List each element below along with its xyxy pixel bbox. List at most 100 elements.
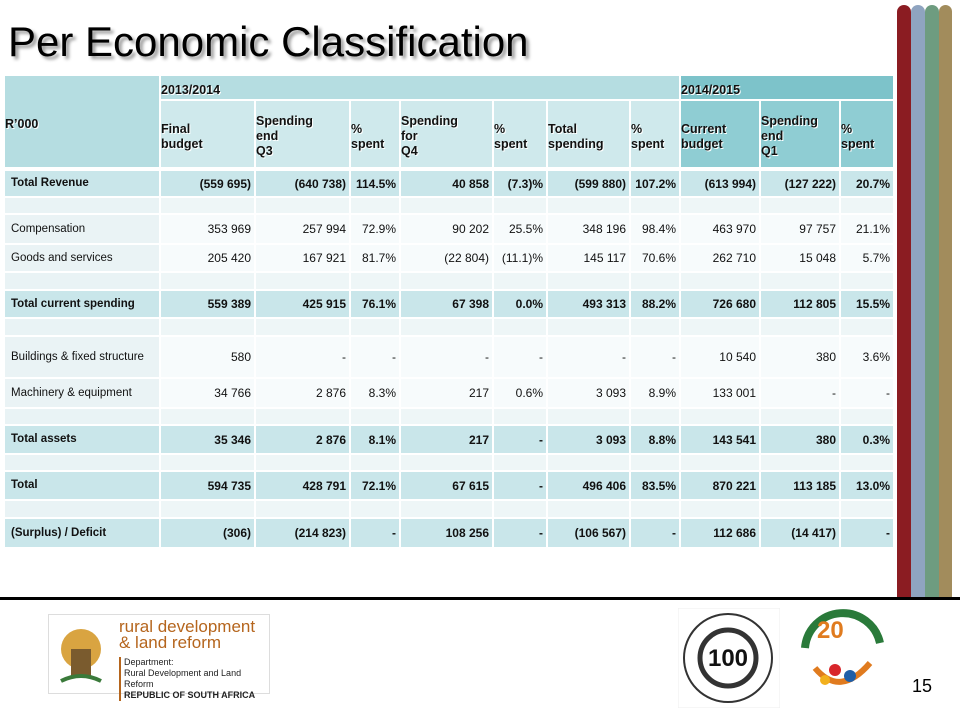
spacer-cell <box>160 197 255 214</box>
cell: - <box>255 336 350 378</box>
header-line: % <box>631 121 643 136</box>
spacer-cell <box>760 272 840 290</box>
header-line: Spending <box>401 114 458 128</box>
cell: 88.2% <box>630 290 680 318</box>
spacer-cell <box>400 272 493 290</box>
cell: 72.9% <box>350 214 400 244</box>
spacer-cell <box>255 500 350 518</box>
group-header: 2013/2014 <box>160 75 680 100</box>
header-line: spent <box>841 136 875 151</box>
column-header: Final budget <box>160 100 255 168</box>
spacer-cell <box>630 272 680 290</box>
spacer-cell <box>493 408 547 425</box>
spacer-cell <box>547 454 630 471</box>
cell: 112 805 <box>760 290 840 318</box>
cell: 353 969 <box>160 214 255 244</box>
column-header: % spent <box>630 100 680 168</box>
header-line: % <box>494 121 506 136</box>
freedom-logo: 20 <box>801 609 884 685</box>
cell: - <box>840 378 894 408</box>
cell: (613 994) <box>680 170 760 197</box>
spacer-cell <box>840 272 894 290</box>
spacer-cell <box>255 454 350 471</box>
cell: (306) <box>160 518 255 548</box>
cell: 262 710 <box>680 244 760 272</box>
header-line: spent <box>631 136 665 151</box>
spacer-cell <box>493 197 547 214</box>
cell: - <box>350 336 400 378</box>
header-line: for <box>401 129 418 143</box>
header-line: Q4 <box>401 144 418 158</box>
spacer-cell <box>4 272 160 290</box>
spacer-cell <box>255 197 350 214</box>
cell: 463 970 <box>680 214 760 244</box>
stripe <box>911 5 925 597</box>
spacer-cell <box>350 500 400 518</box>
spacer-cell <box>840 500 894 518</box>
stripe <box>897 5 911 597</box>
spacer-cell <box>350 408 400 425</box>
header-line: Spending <box>256 114 313 128</box>
logo-line: rural development <box>119 617 256 636</box>
spacer-cell <box>760 318 840 336</box>
cell: 5.7% <box>840 244 894 272</box>
cell: 143 541 <box>680 425 760 454</box>
cell: - <box>630 518 680 548</box>
spacer-cell <box>547 272 630 290</box>
row-label: Total assets <box>4 425 160 454</box>
cell: 15.5% <box>840 290 894 318</box>
cell: (14 417) <box>760 518 840 548</box>
cell: 112 686 <box>680 518 760 548</box>
cell: 76.1% <box>350 290 400 318</box>
dept-line: Rural Development and Land Reform <box>124 668 242 689</box>
dept-line: REPUBLIC OF SOUTH AFRICA <box>124 690 256 700</box>
spacer-cell <box>4 197 160 214</box>
cell: 348 196 <box>547 214 630 244</box>
spacer-cell <box>630 408 680 425</box>
spacer-cell <box>350 318 400 336</box>
cell: (22 804) <box>400 244 493 272</box>
spacer-cell <box>493 272 547 290</box>
spacer-cell <box>350 272 400 290</box>
page-number: 15 <box>912 676 933 696</box>
spacer-cell <box>630 197 680 214</box>
column-header: Spending end Q1 <box>760 100 840 168</box>
cell: 8.3% <box>350 378 400 408</box>
cell: 70.6% <box>630 244 680 272</box>
cell: - <box>547 336 630 378</box>
cell: (599 880) <box>547 170 630 197</box>
spacer-cell <box>760 197 840 214</box>
group-header: 2014/2015 <box>680 75 894 100</box>
cell: 25.5% <box>493 214 547 244</box>
row-label: Total <box>4 471 160 500</box>
cell: - <box>493 425 547 454</box>
spacer-cell <box>493 318 547 336</box>
spacer-cell <box>4 454 160 471</box>
row-label: (Surplus) / Deficit <box>4 518 160 548</box>
spacer-cell <box>760 408 840 425</box>
header-line: end <box>761 129 784 143</box>
freedom-number: 20 <box>817 617 844 644</box>
row-label: Machinery & equipment <box>4 378 160 408</box>
cell: - <box>760 378 840 408</box>
spacer-cell <box>255 318 350 336</box>
spacer-cell <box>160 408 255 425</box>
cell: 559 389 <box>160 290 255 318</box>
cell: (640 738) <box>255 170 350 197</box>
spacer-cell <box>255 272 350 290</box>
cell: 2 876 <box>255 378 350 408</box>
logo-text: rural development & land reform <box>119 617 256 651</box>
cell: (11.1)% <box>493 244 547 272</box>
cell: (7.3)% <box>493 170 547 197</box>
header-line: spent <box>351 136 385 151</box>
column-header: Current budget <box>680 100 760 168</box>
cell: 35 346 <box>160 425 255 454</box>
centenary-logo: 100 <box>678 608 780 708</box>
cell: 8.8% <box>630 425 680 454</box>
row-label: Total Revenue <box>4 170 160 197</box>
spacer-cell <box>493 454 547 471</box>
cell: - <box>400 336 493 378</box>
column-header: % spent <box>840 100 894 168</box>
cell: 3 093 <box>547 378 630 408</box>
